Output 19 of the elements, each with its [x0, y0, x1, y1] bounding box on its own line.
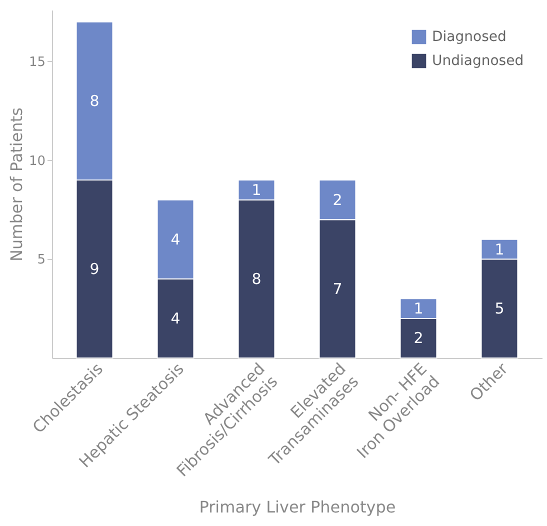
- legend-label: Undiagnosed: [432, 53, 524, 69]
- data-label: 8: [252, 270, 262, 288]
- data-label: 4: [170, 230, 180, 248]
- legend-label: Diagnosed: [432, 29, 506, 45]
- data-label: 7: [332, 280, 342, 298]
- y-tick-label: 15: [28, 54, 46, 70]
- data-label: 5: [494, 300, 504, 318]
- y-tick-label: 10: [28, 154, 46, 169]
- data-label: 2: [332, 190, 342, 209]
- x-axis-title: Primary Liver Phenotype: [199, 498, 396, 517]
- data-label: 8: [90, 92, 100, 110]
- y-tick-label: 5: [37, 252, 46, 268]
- data-label: 1: [414, 300, 424, 318]
- data-label: 2: [414, 329, 424, 348]
- data-label: 4: [170, 309, 180, 328]
- data-label: 1: [494, 240, 504, 258]
- data-label: 1: [252, 180, 262, 199]
- y-axis-title: Number of Patients: [6, 108, 26, 262]
- data-label: 9: [90, 260, 100, 278]
